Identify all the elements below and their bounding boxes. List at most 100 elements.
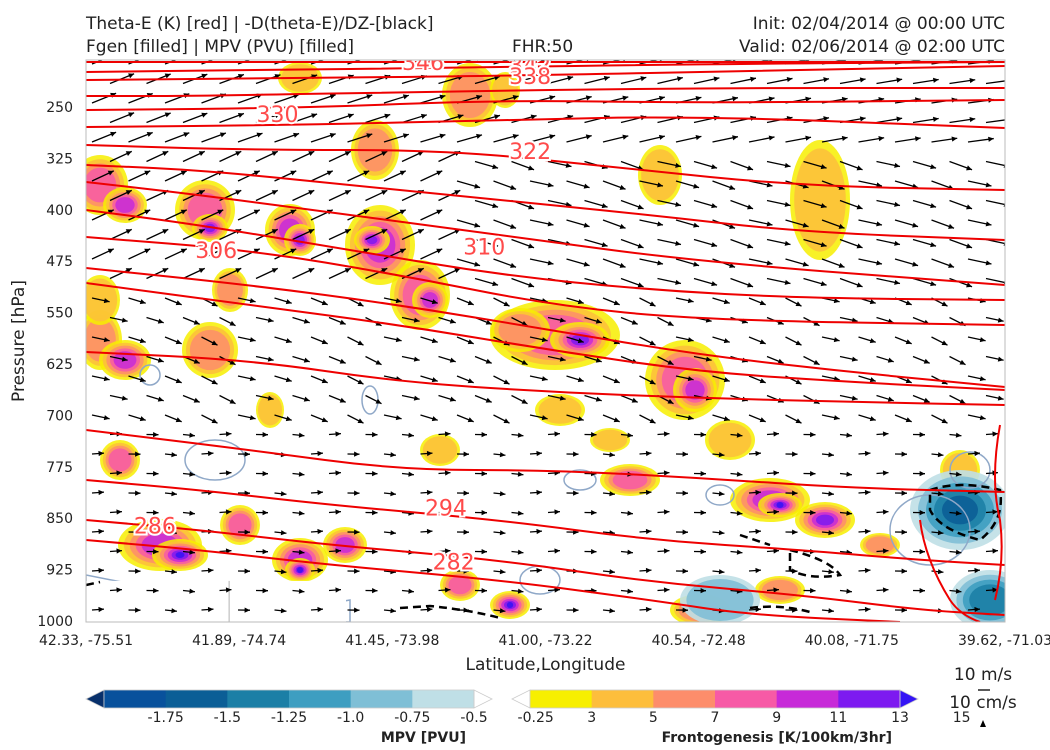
wind-vector-head [499, 491, 506, 497]
theta-e-contour [86, 519, 1005, 616]
wind-vector-head [577, 338, 584, 344]
wind-vector-head [399, 248, 406, 254]
y-tick-label: 550 [46, 306, 73, 322]
wind-vector-head [357, 418, 364, 424]
frontogenesis-blob [297, 567, 303, 573]
wind-vector-head [413, 317, 420, 323]
wind-vector-head [896, 116, 903, 122]
y-tick-label: 400 [46, 203, 73, 219]
theta-e-label: 282 [433, 551, 475, 576]
wind-vector-head [536, 489, 542, 496]
wind-vector [985, 80, 1005, 85]
wind-vector-head [375, 398, 382, 404]
colorbar-segment [165, 690, 228, 708]
wind-vector-head [759, 300, 766, 306]
wind-vector-head [439, 133, 446, 139]
wind-vector-head [308, 229, 315, 235]
colorbar-tick-label: 11 [829, 710, 847, 726]
wind-vector-head [481, 549, 487, 555]
wind-vector-head [792, 490, 798, 496]
wind-vector-head [966, 243, 973, 249]
wind-vector [985, 199, 1005, 206]
colorbar-outline [103, 689, 475, 709]
wind-vector-head [985, 221, 992, 227]
wind-vector-head [225, 470, 232, 476]
wind-vector-head [547, 260, 554, 266]
wind-vector-head [828, 491, 834, 497]
wind-vector-head [107, 170, 114, 176]
wind-vector-head [110, 54, 116, 59]
wind-vector-head [317, 450, 323, 457]
wind-vector-head [667, 398, 674, 404]
wind-vector [985, 277, 1005, 284]
wind-vector-head [381, 229, 388, 235]
wind-vector-head [997, 356, 1004, 362]
colorbar-tick-label: 9 [772, 710, 781, 726]
wind-vector-head [937, 491, 944, 497]
wind-vector-head [554, 587, 560, 593]
colorbar-layer: -1.75 -1.5 -1.25 -1.0 -0.75 -0.5 -0.25 MPV [PVU… [85, 665, 1017, 746]
wind-vector-head [198, 229, 205, 235]
wind-vector-head [121, 356, 128, 362]
wind-vector-head [235, 151, 242, 157]
wind-vector-head [162, 268, 169, 274]
wind-vector-head [280, 608, 287, 614]
wind-vector-head [851, 356, 858, 362]
y-tick-label: 925 [46, 563, 73, 579]
wind-vector-head [335, 548, 341, 554]
wind-vector-head [290, 170, 297, 176]
wind-vector-head [876, 182, 882, 188]
wind-vector-head [225, 587, 232, 593]
wind-vector-head [536, 528, 542, 535]
wind-vector-head [711, 203, 718, 209]
wind-vector-head [298, 510, 305, 516]
theta-e-contour [86, 236, 1005, 326]
theta-e-contour [86, 181, 1005, 286]
wind-vector-head [530, 114, 537, 120]
wind-vector-head [619, 223, 626, 229]
frontogenesis-blob [641, 149, 679, 201]
wind-vector-head [682, 490, 688, 496]
wind-vector-head [755, 567, 761, 574]
wind-vector-head [919, 432, 925, 438]
wind-vector-head [103, 376, 110, 382]
wind-vector-head [577, 416, 584, 422]
wind-vector-head [773, 548, 779, 554]
wind-vector-head [244, 529, 250, 535]
wind-vector-head [923, 397, 930, 403]
wind-vector-head [321, 300, 328, 306]
wind-vector-head [882, 587, 889, 593]
wind-vector-head [627, 510, 633, 516]
wind-vector-head [303, 318, 310, 324]
wind-vector-head [805, 96, 812, 102]
theta-e-contour [86, 479, 1005, 566]
wind-vector-head [363, 170, 370, 176]
wind-vector-head [882, 509, 889, 515]
colorbar-segment [350, 690, 413, 708]
wind-vector-head [253, 209, 260, 215]
theta-e-contour [86, 282, 1005, 391]
wind-vector-head [723, 377, 730, 383]
wind-vector-head [905, 378, 912, 384]
wind-vector-head [759, 417, 766, 423]
y-tick-label: 625 [46, 357, 73, 373]
wind-vector-head [959, 398, 966, 404]
wind-vector-head [882, 548, 889, 554]
wind-vector-head [116, 470, 122, 476]
wind-vector-head [729, 184, 736, 190]
wind-vector-head [675, 240, 681, 246]
wind-vector-head [649, 418, 656, 424]
theta-e-contour [86, 429, 1005, 493]
colorbar-tick-label: 7 [711, 710, 720, 726]
frontogenesis-blob [865, 536, 895, 554]
wind-vector [566, 60, 585, 65]
wind-vector-head [1006, 117, 1012, 122]
wind-vector-head [408, 588, 414, 594]
wind-vector-head [444, 431, 451, 437]
wind-vector-head [718, 452, 725, 458]
wind-vector-head [267, 317, 274, 323]
frontogenesis-blob [816, 514, 834, 526]
x-tick-label: 41.45, -73.98 [345, 633, 439, 649]
wind-vector-head [171, 608, 177, 614]
